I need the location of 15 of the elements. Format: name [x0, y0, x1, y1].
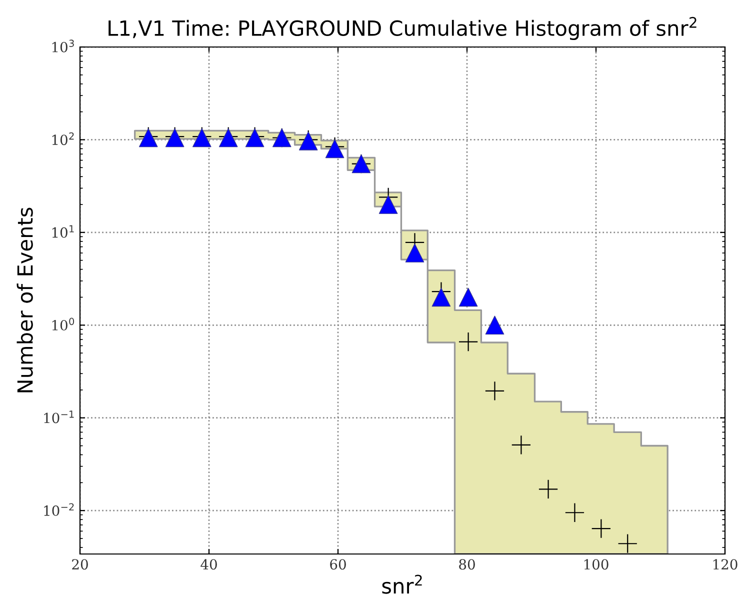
x-tick-label: 40 — [200, 559, 217, 570]
y-tick-label: 10$^{3}$ — [52, 40, 74, 52]
y-tick-label: 10$^{2}$ — [52, 132, 74, 146]
x-tick-label: 60 — [330, 559, 346, 570]
x-tick-label: 20 — [72, 559, 88, 570]
y-axis-title: Number of Events — [16, 208, 33, 392]
y-tick-label: 10$^{−2}$ — [44, 503, 74, 516]
y-tick-label: 10$^{−1}$ — [44, 410, 74, 424]
y-tick-label: 10$^{1}$ — [52, 225, 74, 238]
x-tick-label: 80 — [459, 559, 475, 570]
chart-title: L1,V1 Time: PLAYGROUND Cumulative Histogram of snr$^{2}$ — [108, 16, 696, 40]
x-tick-label: 120 — [713, 559, 738, 570]
x-tick-label: 100 — [584, 559, 608, 570]
y-tick-label: 10$^{0}$ — [52, 318, 74, 331]
x-axis-title: snr$^{2}$ — [382, 574, 422, 594]
